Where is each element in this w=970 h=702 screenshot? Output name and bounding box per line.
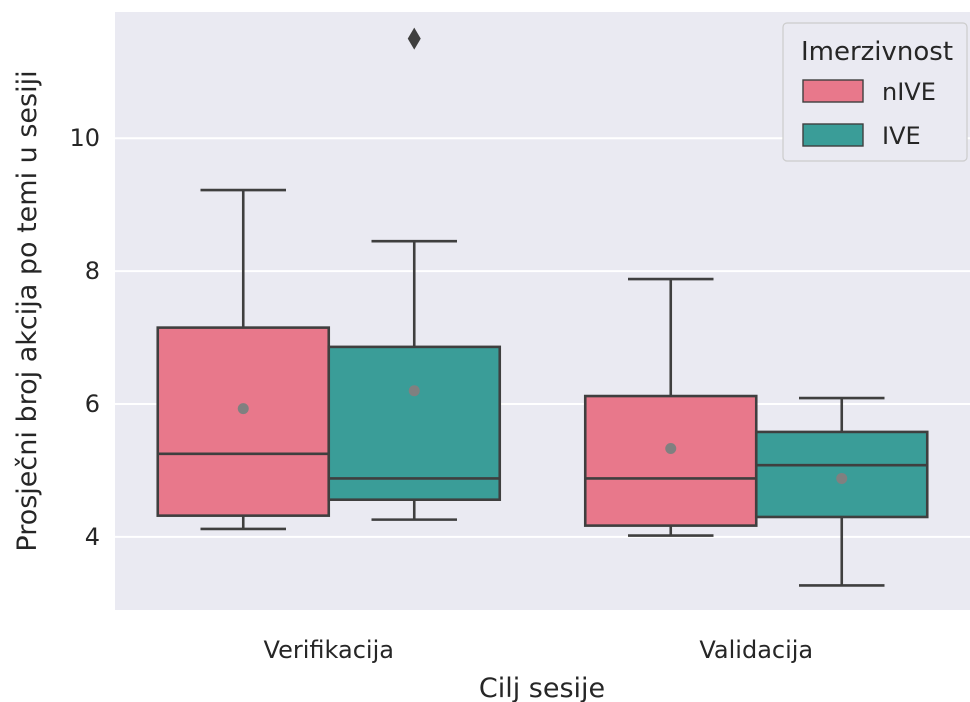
y-tick-label: 4 [85,523,100,551]
x-tick-label: Verifikacija [264,636,394,664]
y-axis-ticks: 4 6 8 10 [69,124,100,551]
box-ive-validacija [754,396,929,587]
box-ive-verifikacija [327,27,502,521]
box-body [156,326,331,517]
legend-swatch-nive [802,79,864,103]
legend-swatch-ive [802,123,864,147]
mean-marker [237,403,249,415]
mean-marker [836,472,848,484]
y-tick-label: 10 [69,124,100,152]
y-tick-label: 8 [85,257,100,285]
mean-marker [665,443,677,455]
box-nive-validacija [583,277,758,537]
legend-label-nive: nIVE [882,78,936,106]
y-tick-label: 6 [85,390,100,418]
x-axis-label: Cilj sesije [479,673,605,702]
mean-marker [408,385,420,397]
legend: Imerzivnost nIVE IVE [782,22,968,162]
x-axis-ticks: Verifikacija Validacija [264,636,814,664]
legend-title: Imerzivnost [801,37,953,67]
box-nive-verifikacija [156,188,331,531]
y-axis-label: Prosječni broj akcija po temi u sesiji [12,70,43,551]
box-body [583,394,758,527]
x-tick-label: Validacija [699,636,813,664]
legend-label-ive: IVE [882,122,921,150]
box-series [156,27,929,587]
outlier-marker [407,27,421,50]
box-body [327,345,502,502]
